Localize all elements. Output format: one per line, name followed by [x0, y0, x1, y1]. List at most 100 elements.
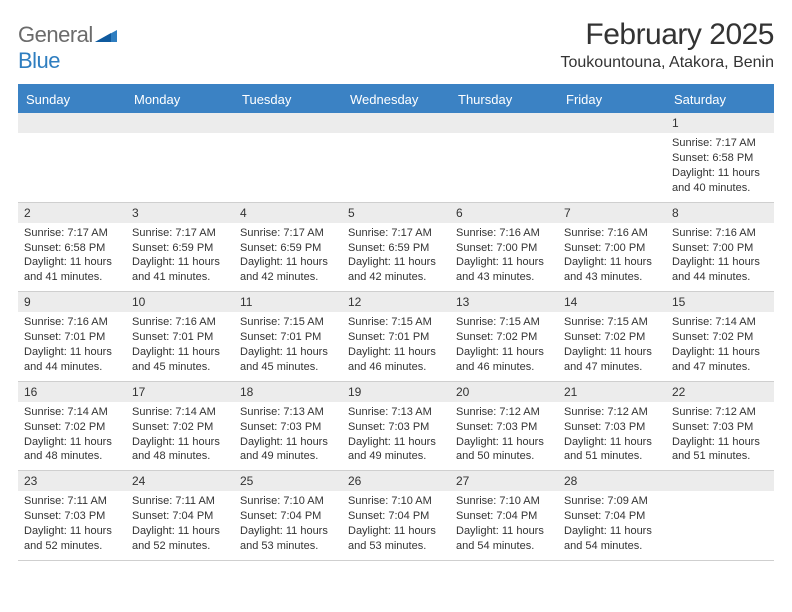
sunset-text: Sunset: 7:03 PM [672, 420, 768, 435]
sunset-text: Sunset: 7:01 PM [240, 330, 336, 345]
daylight-text: Daylight: 11 hours and 49 minutes. [240, 435, 336, 465]
day-cell: 16Sunrise: 7:14 AMSunset: 7:02 PMDayligh… [18, 382, 126, 471]
sunrise-text: Sunrise: 7:10 AM [348, 494, 444, 509]
day-number: 2 [18, 203, 126, 223]
sunset-text: Sunset: 7:02 PM [564, 330, 660, 345]
daylight-text: Daylight: 11 hours and 50 minutes. [456, 435, 552, 465]
daylight-text: Daylight: 11 hours and 52 minutes. [132, 524, 228, 554]
day-number: 3 [126, 203, 234, 223]
day-cell: 5Sunrise: 7:17 AMSunset: 6:59 PMDaylight… [342, 203, 450, 292]
sunrise-text: Sunrise: 7:12 AM [672, 405, 768, 420]
daylight-text: Daylight: 11 hours and 40 minutes. [672, 166, 768, 196]
sunset-text: Sunset: 7:00 PM [564, 241, 660, 256]
daylight-text: Daylight: 11 hours and 42 minutes. [240, 255, 336, 285]
sunset-text: Sunset: 7:01 PM [24, 330, 120, 345]
sunset-text: Sunset: 7:03 PM [564, 420, 660, 435]
day-number: 21 [558, 382, 666, 402]
day-number: 1 [666, 113, 774, 133]
day-cell: 11Sunrise: 7:15 AMSunset: 7:01 PMDayligh… [234, 292, 342, 381]
weekday-mon: Monday [126, 86, 234, 113]
day-number: 11 [234, 292, 342, 312]
sunrise-text: Sunrise: 7:10 AM [240, 494, 336, 509]
daylight-text: Daylight: 11 hours and 48 minutes. [24, 435, 120, 465]
day-number: 19 [342, 382, 450, 402]
daylight-text: Daylight: 11 hours and 43 minutes. [456, 255, 552, 285]
sunset-text: Sunset: 6:58 PM [672, 151, 768, 166]
daylight-text: Daylight: 11 hours and 53 minutes. [240, 524, 336, 554]
daylight-text: Daylight: 11 hours and 44 minutes. [672, 255, 768, 285]
week-row: 23Sunrise: 7:11 AMSunset: 7:03 PMDayligh… [18, 471, 774, 561]
day-cell: 24Sunrise: 7:11 AMSunset: 7:04 PMDayligh… [126, 471, 234, 560]
daylight-text: Daylight: 11 hours and 45 minutes. [132, 345, 228, 375]
daylight-text: Daylight: 11 hours and 47 minutes. [564, 345, 660, 375]
sunrise-text: Sunrise: 7:16 AM [24, 315, 120, 330]
title-block: February 2025 Toukountouna, Atakora, Ben… [561, 18, 775, 72]
day-cell: 23Sunrise: 7:11 AMSunset: 7:03 PMDayligh… [18, 471, 126, 560]
daylight-text: Daylight: 11 hours and 46 minutes. [456, 345, 552, 375]
day-number [666, 471, 774, 491]
day-number: 8 [666, 203, 774, 223]
day-cell [126, 113, 234, 202]
day-number [342, 113, 450, 133]
daylight-text: Daylight: 11 hours and 51 minutes. [672, 435, 768, 465]
day-cell: 12Sunrise: 7:15 AMSunset: 7:01 PMDayligh… [342, 292, 450, 381]
sunset-text: Sunset: 7:03 PM [348, 420, 444, 435]
day-cell [558, 113, 666, 202]
daylight-text: Daylight: 11 hours and 44 minutes. [24, 345, 120, 375]
sunset-text: Sunset: 7:04 PM [240, 509, 336, 524]
day-cell: 17Sunrise: 7:14 AMSunset: 7:02 PMDayligh… [126, 382, 234, 471]
day-number [558, 113, 666, 133]
daylight-text: Daylight: 11 hours and 52 minutes. [24, 524, 120, 554]
day-number: 7 [558, 203, 666, 223]
day-cell: 20Sunrise: 7:12 AMSunset: 7:03 PMDayligh… [450, 382, 558, 471]
logo-part1: General [18, 22, 93, 47]
sunrise-text: Sunrise: 7:17 AM [24, 226, 120, 241]
day-number: 17 [126, 382, 234, 402]
sunset-text: Sunset: 7:03 PM [456, 420, 552, 435]
day-number: 10 [126, 292, 234, 312]
day-number: 14 [558, 292, 666, 312]
sunrise-text: Sunrise: 7:17 AM [348, 226, 444, 241]
day-cell [234, 113, 342, 202]
header: General Blue February 2025 Toukountouna,… [18, 18, 774, 74]
daylight-text: Daylight: 11 hours and 41 minutes. [132, 255, 228, 285]
sunrise-text: Sunrise: 7:11 AM [132, 494, 228, 509]
day-cell: 19Sunrise: 7:13 AMSunset: 7:03 PMDayligh… [342, 382, 450, 471]
weekday-sun: Sunday [18, 86, 126, 113]
day-number: 18 [234, 382, 342, 402]
daylight-text: Daylight: 11 hours and 42 minutes. [348, 255, 444, 285]
day-number: 22 [666, 382, 774, 402]
location: Toukountouna, Atakora, Benin [561, 54, 775, 72]
sunset-text: Sunset: 7:03 PM [240, 420, 336, 435]
sunrise-text: Sunrise: 7:11 AM [24, 494, 120, 509]
sunset-text: Sunset: 6:59 PM [240, 241, 336, 256]
day-cell: 22 Sunrise: 7:12 AMSunset: 7:03 PMDayligh… [666, 382, 774, 471]
sunrise-text: Sunrise: 7:14 AM [24, 405, 120, 420]
day-cell: 8Sunrise: 7:16 AMSunset: 7:00 PMDaylight… [666, 203, 774, 292]
day-number: 20 [450, 382, 558, 402]
day-number: 26 [342, 471, 450, 491]
weekday-sat: Saturday [666, 86, 774, 113]
weeks-container: 1Sunrise: 7:17 AMSunset: 6:58 PMDaylight… [18, 113, 774, 561]
weekday-wed: Wednesday [342, 86, 450, 113]
day-cell: 18Sunrise: 7:13 AMSunset: 7:03 PMDayligh… [234, 382, 342, 471]
sunrise-text: Sunrise: 7:14 AM [132, 405, 228, 420]
logo-part2: Blue [18, 48, 60, 73]
day-number: 27 [450, 471, 558, 491]
day-number: 25 [234, 471, 342, 491]
day-number [18, 113, 126, 133]
calendar: Sunday Monday Tuesday Wednesday Thursday… [18, 84, 774, 561]
day-number: 16 [18, 382, 126, 402]
logo-mark-icon [95, 22, 117, 48]
daylight-text: Daylight: 11 hours and 54 minutes. [456, 524, 552, 554]
day-cell: 21Sunrise: 7:12 AMSunset: 7:03 PMDayligh… [558, 382, 666, 471]
day-cell: 25 Sunrise: 7:10 AMSunset: 7:04 PMDayligh… [234, 471, 342, 560]
day-number: 13 [450, 292, 558, 312]
day-cell: 9Sunrise: 7:16 AMSunset: 7:01 PMDaylight… [18, 292, 126, 381]
day-number: 28 [558, 471, 666, 491]
sunrise-text: Sunrise: 7:15 AM [240, 315, 336, 330]
day-cell: 6Sunrise: 7:16 AMSunset: 7:00 PMDaylight… [450, 203, 558, 292]
sunrise-text: Sunrise: 7:16 AM [564, 226, 660, 241]
sunrise-text: Sunrise: 7:09 AM [564, 494, 660, 509]
sunset-text: Sunset: 7:02 PM [456, 330, 552, 345]
